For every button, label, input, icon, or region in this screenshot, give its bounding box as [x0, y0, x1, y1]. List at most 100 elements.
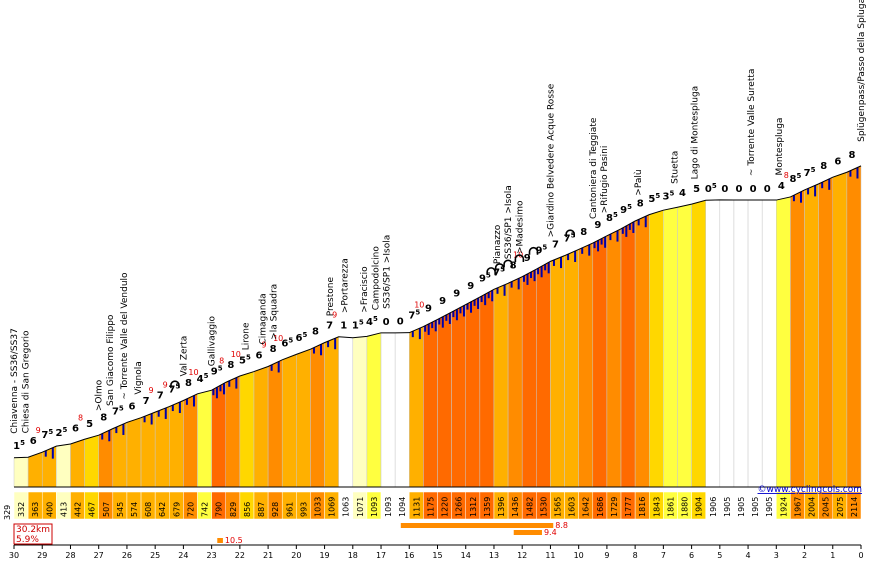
grade-label: 0: [750, 184, 757, 195]
steep-mark: [533, 270, 536, 282]
max-grade-label: 10: [414, 301, 424, 310]
segment-fill: [225, 375, 241, 488]
steep-mark: [616, 230, 619, 242]
max-grade-label: 9: [36, 426, 41, 435]
segment-fill: [493, 282, 509, 488]
segment-fill: [592, 235, 608, 488]
steep-mark: [604, 236, 607, 248]
km-tick-label: 19: [319, 551, 329, 560]
segment-fill: [239, 371, 255, 488]
elevation-value: 1905: [765, 497, 774, 517]
steep-mark: [470, 301, 473, 313]
elevation-value: 1686: [596, 497, 605, 517]
grade-label: 1: [340, 321, 347, 332]
km-tick-label: 16: [404, 551, 414, 560]
elevation-value: 1905: [737, 497, 746, 517]
credit-text[interactable]: ©www.cyclingcols.com: [758, 485, 862, 495]
segment-fill: [677, 203, 692, 488]
segment-fill: [691, 199, 706, 488]
grade-fraction: 5: [119, 404, 124, 412]
grade-label: 0: [383, 317, 390, 328]
steep-section-bar: [513, 530, 542, 535]
steep-mark: [814, 185, 817, 197]
elevation-value: 1924: [779, 497, 788, 517]
segment-fill: [27, 451, 43, 488]
segment-fill: [310, 342, 325, 488]
max-grade-label: 9: [261, 341, 266, 350]
elevation-value: 363: [31, 502, 40, 517]
steep-mark: [418, 328, 421, 340]
steep-mark: [122, 423, 125, 435]
steep-section-label: 9.4: [544, 528, 557, 537]
steep-mark: [581, 247, 584, 254]
km-tick-label: 24: [178, 551, 188, 560]
steep-mark: [522, 275, 525, 282]
elevation-value: 1396: [497, 497, 506, 517]
elevation-value: 1094: [398, 497, 407, 517]
elevation-value: 1880: [681, 497, 690, 517]
grade-fraction: 5: [627, 203, 632, 211]
grade-fraction: 5: [204, 372, 209, 380]
segment-fill: [197, 389, 212, 488]
segment-fill: [84, 434, 99, 488]
elevation-value: 1565: [553, 497, 562, 517]
km-tick-label: 0: [858, 551, 863, 560]
steep-mark: [597, 240, 600, 252]
elevation-value: 1777: [624, 497, 633, 517]
grade-label: 95: [211, 364, 223, 377]
max-grade-label: 10: [231, 350, 241, 359]
steep-mark: [277, 361, 280, 373]
segment-fill: [804, 183, 819, 488]
stat-distance: 30.2km: [16, 525, 50, 535]
grade-label: 6: [129, 402, 136, 413]
elevation-value: 442: [74, 502, 83, 517]
km-tick-label: 21: [263, 551, 273, 560]
place-label: Cimaganda: [258, 293, 268, 344]
steep-mark: [427, 323, 430, 335]
grade-fraction: 5: [175, 383, 180, 391]
elevation-value: 400: [45, 502, 54, 517]
km-tick-label: 10: [574, 551, 584, 560]
grade-fraction: 5: [811, 166, 816, 174]
steep-mark: [452, 311, 455, 318]
steep-mark: [821, 182, 824, 189]
elevation-value: 1906: [709, 497, 718, 517]
km-tick-label: 2: [802, 551, 807, 560]
steep-mark: [171, 405, 174, 412]
elevation-value: 1069: [328, 497, 337, 517]
steep-mark: [434, 320, 437, 332]
grade-fraction: 5: [288, 336, 293, 344]
grade-fraction: 5: [613, 211, 618, 219]
km-tick-label: 18: [348, 551, 358, 560]
segment-fill: [578, 242, 594, 488]
elevation-value: 790: [215, 502, 224, 517]
elevation-value: 545: [116, 502, 125, 517]
steep-mark: [484, 294, 487, 306]
steep-mark: [792, 195, 795, 202]
place-label: Val Zerta: [179, 336, 189, 377]
place-label: >Portarezza: [340, 258, 350, 313]
grade-label: 6: [834, 156, 841, 167]
km-tick-label: 5: [717, 551, 722, 560]
grade-label: 75: [408, 309, 420, 322]
place-label: >Madesimo: [515, 200, 525, 254]
max-grade-label: 10: [273, 334, 283, 343]
grade-label: 95: [479, 271, 491, 284]
km-tick-label: 14: [461, 551, 471, 560]
segment-fill: [169, 400, 184, 488]
segment-fill: [761, 199, 777, 488]
steep-section-bar: [217, 538, 223, 543]
elevation-value: 2045: [822, 497, 831, 517]
steep-mark: [625, 225, 628, 237]
segment-fill: [564, 249, 579, 488]
elevation-value: 1904: [695, 497, 704, 517]
elevation-value: 1093: [370, 497, 379, 517]
grade-fraction: 5: [302, 331, 307, 339]
steep-mark: [411, 331, 414, 338]
steep-mark: [628, 223, 631, 230]
place-label: Campodolcino: [371, 246, 381, 311]
elevation-value: 1093: [384, 497, 393, 517]
place-label: Montespluga: [775, 118, 785, 176]
grade-label: 7: [157, 391, 164, 402]
